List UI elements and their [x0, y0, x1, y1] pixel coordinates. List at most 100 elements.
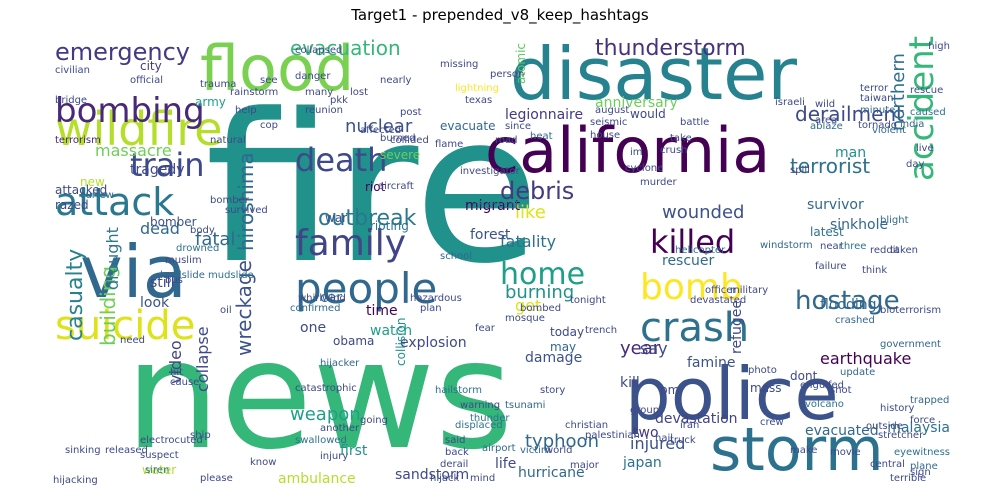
cloud-word: murder [640, 177, 677, 188]
cloud-word: suicide [55, 303, 196, 349]
cloud-word: trapped [910, 395, 950, 406]
cloud-word: truck [670, 435, 696, 446]
cloud-word: evacuation [290, 36, 401, 60]
cloud-word: trauma [200, 79, 237, 90]
cloud-word: hazardous [410, 293, 462, 304]
cloud-word: three [840, 241, 867, 252]
cloud-word: car [320, 290, 343, 306]
cloud-word: electrocuted [140, 435, 203, 446]
cloud-word: bombed [520, 303, 562, 314]
cloud-word: man [835, 145, 867, 161]
cloud-word: im [630, 147, 643, 158]
cloud-word: hostage [795, 286, 900, 316]
cloud-word: mosque [505, 313, 545, 324]
cloud-word: history [880, 403, 915, 414]
cloud-word: victim [520, 445, 551, 456]
cloud-word: officer [705, 285, 737, 296]
cloud-word: palestinian [585, 430, 640, 441]
cloud-word: thunder [470, 413, 510, 424]
cloud-word: official [130, 75, 163, 86]
cloud-word: chemical [473, 200, 518, 211]
cloud-word: battle [680, 117, 710, 128]
cloud-word: going [360, 415, 388, 426]
cloud-word: legionnaire [505, 107, 584, 123]
cloud-word: another [320, 423, 360, 434]
cloud-word: many [305, 87, 334, 98]
cloud-word: california [485, 114, 771, 187]
cloud-word: burned [380, 133, 416, 144]
cloud-word: affected [360, 125, 402, 136]
cloud-word: failure [815, 261, 847, 272]
cloud-word: ambulance [278, 471, 356, 486]
cloud-word: like [515, 202, 546, 223]
cloud-word: sinkhole [830, 217, 889, 233]
cloud-word: warning [460, 400, 501, 411]
cloud-word: dead [140, 219, 180, 238]
cloud-word: emergency [55, 38, 190, 66]
cloud-word: hurricane [518, 465, 585, 481]
cloud-word: flooding [820, 297, 877, 313]
cloud-word: bomber [210, 195, 249, 206]
cloud-word: dont [790, 369, 818, 383]
cloud-word: collided [390, 135, 429, 146]
cloud-word: violent [872, 125, 907, 136]
cloud-word: burning [505, 282, 575, 303]
cloud-word: siren [145, 465, 170, 476]
cloud-word: tonight [570, 295, 606, 306]
cloud-word: helicopter [675, 245, 726, 256]
cloud-word: eyewitness [893, 447, 950, 458]
cloud-word: make [790, 445, 818, 456]
cloud-word: india [900, 119, 925, 130]
cloud-word: blight [880, 215, 909, 226]
cloud-word: released [105, 445, 148, 456]
cloud-word: suspect [140, 450, 179, 461]
cloud-word: mass [750, 381, 782, 395]
cloud-word: collapsed [295, 45, 343, 56]
cloud-word: refugee [729, 300, 745, 354]
cloud-word: thunderstorm [595, 36, 746, 61]
cloud-word: crush [660, 145, 688, 156]
cloud-word: devastation [655, 411, 738, 427]
cloud-word: cyclone [625, 163, 664, 174]
cloud-word: displaced [455, 420, 503, 431]
cloud-word: crashed [835, 315, 875, 326]
cloud-word: person [490, 69, 525, 80]
cloud-word: iran [680, 420, 700, 431]
cloud-word: wildfire [55, 102, 223, 156]
cloud-word: time [366, 303, 398, 319]
cloud-word: central [870, 459, 905, 470]
cloud-word: casualty [63, 248, 88, 341]
cloud-word: missing [440, 59, 479, 70]
cloud-word: sandstorm [395, 467, 470, 483]
cloud-word: ship [190, 430, 211, 441]
cloud-word: ablaze [810, 121, 843, 132]
cloud-word: reddit [870, 245, 900, 256]
cloud-word: bomber [150, 215, 197, 229]
cloud-word: storm [710, 415, 884, 485]
cloud-word: evacuate [440, 119, 496, 133]
cloud-word: evacuated [805, 423, 879, 439]
cloud-word: pm [660, 383, 680, 397]
cloud-word: one [300, 320, 327, 336]
cloud-word: oil [220, 305, 232, 316]
cloud-word: obama [333, 334, 375, 348]
cloud-word: minute [860, 105, 896, 116]
cloud-word: swallowed [295, 435, 347, 446]
cloud-word: christian [565, 420, 609, 431]
cloud-word: cause [170, 377, 200, 388]
cloud-word: plan [420, 303, 442, 314]
cloud-word: movie [830, 447, 861, 458]
cloud-word: bridge [55, 95, 88, 106]
cloud-word: year [620, 338, 661, 359]
cloud-word: massacre [95, 141, 172, 160]
cloud-word: forest [470, 227, 511, 243]
cloud-word: near [820, 241, 843, 252]
cloud-word: natural [210, 135, 246, 146]
cloud-word: catastrophic [295, 383, 357, 394]
cloud-word: major [570, 460, 599, 471]
cloud-word: would [630, 107, 666, 121]
cloud-word: wounded [662, 202, 745, 223]
cloud-word: malaysia [887, 420, 950, 436]
cloud-word: lost [350, 87, 369, 98]
cloud-word: trench [585, 325, 618, 336]
